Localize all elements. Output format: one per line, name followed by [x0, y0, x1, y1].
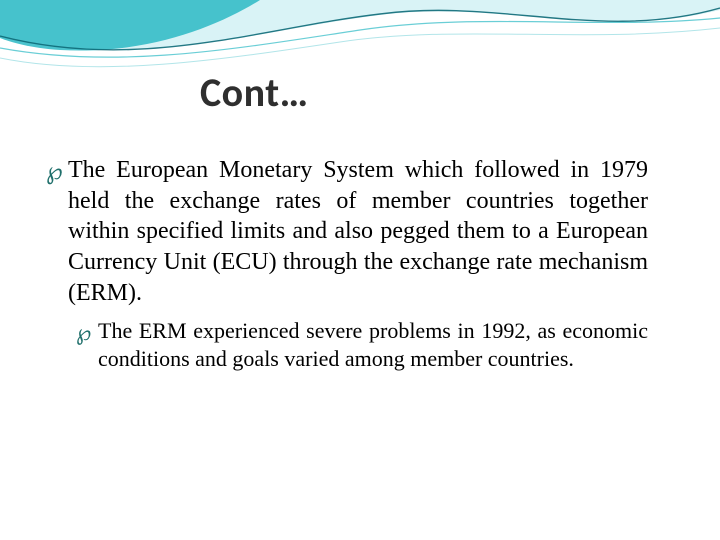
bullet-level-1: ℘ The European Monetary System which fol… — [68, 155, 648, 309]
slide-title: Cont… — [200, 68, 309, 117]
slide: Cont… ℘ The European Monetary System whi… — [0, 0, 720, 540]
bullet-glyph-icon: ℘ — [46, 157, 63, 188]
decorative-wave — [0, 0, 720, 120]
content-area: ℘ The European Monetary System which fol… — [68, 155, 648, 373]
bullet-level-2: ℘ The ERM experienced severe problems in… — [98, 317, 648, 373]
bullet-2-text: The ERM experienced severe problems in 1… — [98, 318, 648, 371]
bullet-glyph-icon: ℘ — [76, 319, 91, 347]
bullet-1-text: The European Monetary System which follo… — [68, 157, 648, 306]
